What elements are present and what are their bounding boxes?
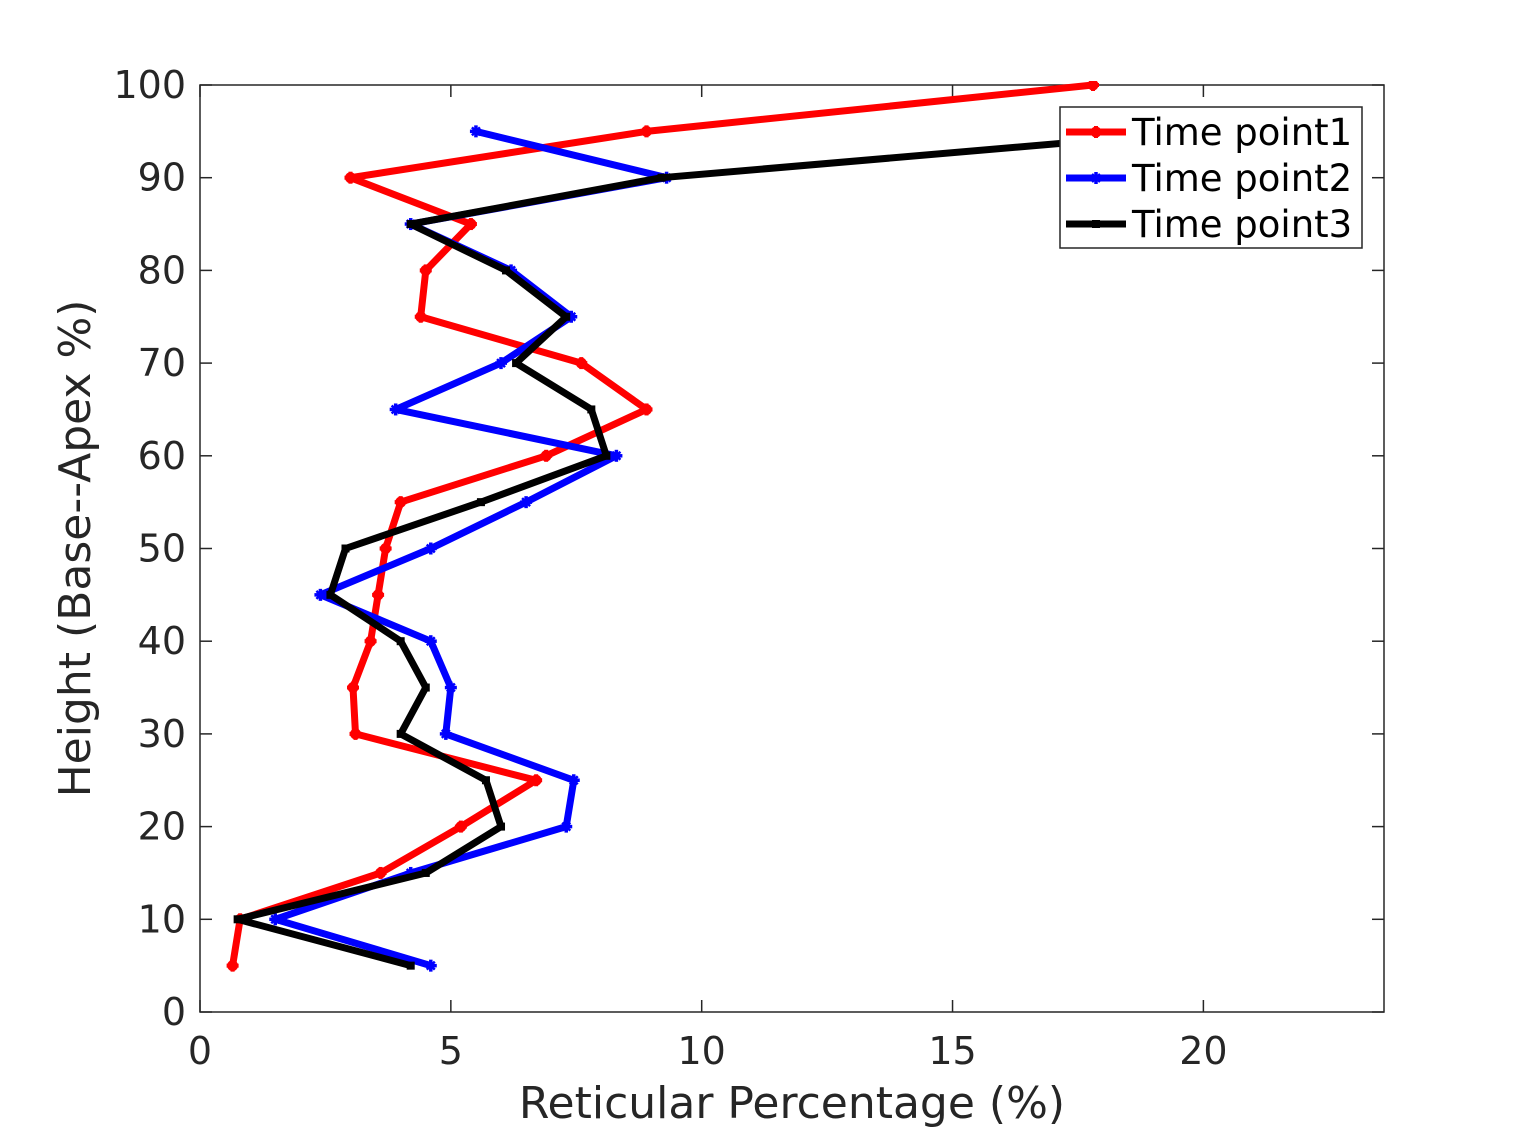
data-point: [406, 220, 415, 229]
data-point: [560, 820, 573, 833]
data-point: [326, 590, 335, 599]
data-point: [396, 729, 405, 738]
series-line: [229, 81, 1097, 970]
y-tick-label: 0: [162, 990, 186, 1034]
y-tick-label: 70: [138, 341, 186, 385]
data-point: [394, 496, 407, 509]
y-axis-label: Height (Base--Apex %): [50, 300, 101, 798]
data-point: [424, 635, 437, 648]
data-point: [562, 312, 571, 321]
data-point: [464, 218, 477, 231]
data-point: [444, 681, 457, 694]
data-point: [372, 588, 385, 601]
data-point: [349, 727, 362, 740]
x-tick-label: 15: [928, 1029, 976, 1073]
legend-label: Time point3: [1131, 203, 1352, 246]
data-point: [575, 357, 588, 370]
y-tick-label: 90: [138, 156, 186, 200]
data-point: [419, 264, 432, 277]
data-point: [469, 125, 482, 138]
data-point: [364, 635, 377, 648]
data-point: [424, 542, 437, 555]
data-point: [314, 588, 327, 601]
data-point: [602, 451, 611, 460]
y-tick-label: 40: [138, 619, 186, 663]
data-point: [640, 125, 653, 138]
data-point: [530, 774, 543, 787]
data-point: [421, 868, 430, 877]
data-point: [567, 774, 580, 787]
data-point: [657, 173, 666, 182]
data-point: [481, 776, 490, 785]
ticks: [199, 84, 1384, 1013]
x-tick-label: 10: [678, 1029, 726, 1073]
data-point: [502, 266, 511, 275]
legend-entry: Time point1: [1066, 111, 1352, 154]
data-point: [374, 866, 387, 879]
data-point: [520, 496, 533, 509]
series-layer: [226, 81, 1100, 972]
data-point: [389, 403, 402, 416]
y-tick-label: 50: [138, 527, 186, 571]
y-tick-label: 100: [113, 63, 186, 107]
data-point: [396, 637, 405, 646]
legend-marker: [1090, 172, 1102, 184]
y-tick-label: 30: [138, 712, 186, 756]
data-point: [344, 171, 357, 184]
y-tick-label: 80: [138, 248, 186, 292]
data-point: [233, 915, 242, 924]
y-tick-label: 20: [138, 805, 186, 849]
data-point: [454, 820, 467, 833]
y-tick-label: 10: [138, 897, 186, 941]
legend-marker: [1090, 126, 1102, 138]
x-tick-label: 5: [439, 1029, 463, 1073]
data-point: [497, 822, 506, 831]
data-point: [406, 961, 415, 970]
data-point: [512, 359, 521, 368]
data-point: [341, 544, 350, 553]
series-1: [226, 81, 1100, 972]
data-point: [424, 959, 437, 972]
x-tick-label: 0: [188, 1029, 212, 1073]
data-point: [495, 357, 508, 370]
data-point: [421, 683, 430, 692]
data-point: [540, 449, 553, 462]
legend-label: Time point2: [1131, 157, 1352, 200]
y-tick-label: 60: [138, 434, 186, 478]
x-axis-label: Reticular Percentage (%): [519, 1078, 1065, 1129]
data-point: [226, 959, 239, 972]
data-point: [347, 681, 360, 694]
series-3: [233, 136, 1098, 970]
data-point: [439, 727, 452, 740]
data-point: [269, 913, 282, 926]
data-point: [379, 542, 392, 555]
legend-entry: Time point3: [1066, 203, 1352, 246]
tick-labels: 0 5 10 15 20 0 10 20 30 40 50 60 70 80 90 100: [113, 63, 1227, 1073]
legend-label: Time point1: [1131, 111, 1352, 154]
data-point: [610, 449, 623, 462]
data-point: [1087, 81, 1100, 91]
x-tick-label: 20: [1179, 1029, 1227, 1073]
legend-entry: Time point2: [1066, 157, 1352, 200]
data-point: [414, 310, 427, 323]
data-point: [587, 405, 596, 414]
legend-marker: [1092, 220, 1100, 228]
data-point: [640, 403, 653, 416]
data-point: [476, 498, 485, 507]
